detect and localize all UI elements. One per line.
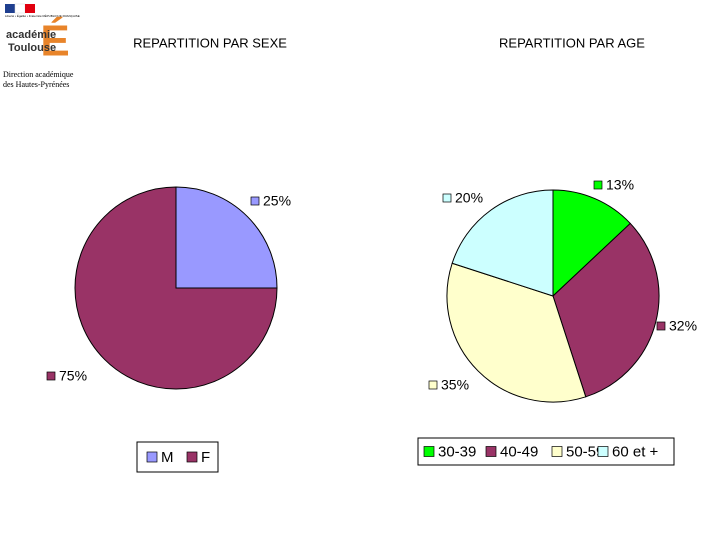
legend-swatch [146,451,158,463]
logo-line: des Hautes-Pyrénées [3,80,69,89]
legend-swatch [597,446,609,457]
label-swatch [250,196,260,206]
legend-swatch [423,446,435,457]
chart-title: REPARTITION PAR SEXE [133,35,287,50]
legend-label: 40-49 [500,443,538,460]
legend-label: 50-59 [566,443,604,460]
chart-title: REPARTITION PAR AGE [499,35,645,50]
legend-label: 30-39 [438,443,476,460]
logo-line: académie [6,29,56,41]
value-label: 32% [669,318,697,334]
value-label: 13% [606,177,634,193]
legend-box [417,437,675,466]
pie-slice [446,262,587,403]
pie-slice [451,189,554,297]
flag-blue [5,4,15,13]
label-swatch [428,380,438,390]
label-swatch [442,193,452,203]
logo-line: Toulouse [8,42,56,54]
pie-slice [175,186,278,289]
label-swatch [656,321,666,331]
legend-label: 60 et + [612,443,659,460]
legend-label: F [201,449,210,466]
value-label: 20% [455,190,483,206]
pie-slice [552,189,631,298]
flag-text: Liberté • Égalité • Fraternité RÉPUBLIQU… [5,13,80,18]
label-swatch [46,371,56,381]
flag-white [14,3,26,14]
label-swatch [593,180,603,190]
value-label: 75% [59,368,87,384]
logo: Liberté • Égalité • Fraternité RÉPUBLIQU… [3,3,80,89]
logo-mark: É [40,16,69,66]
flag-red [25,4,35,13]
legend-swatch [551,446,563,457]
pie-slice [74,186,278,390]
pie-slice [552,222,660,398]
value-label: 25% [263,193,291,209]
logo-line: Direction académique [3,70,74,79]
legend-swatch [186,451,198,463]
legend-label: M [161,449,174,466]
legend-swatch [485,446,497,457]
value-label: 35% [441,377,469,393]
